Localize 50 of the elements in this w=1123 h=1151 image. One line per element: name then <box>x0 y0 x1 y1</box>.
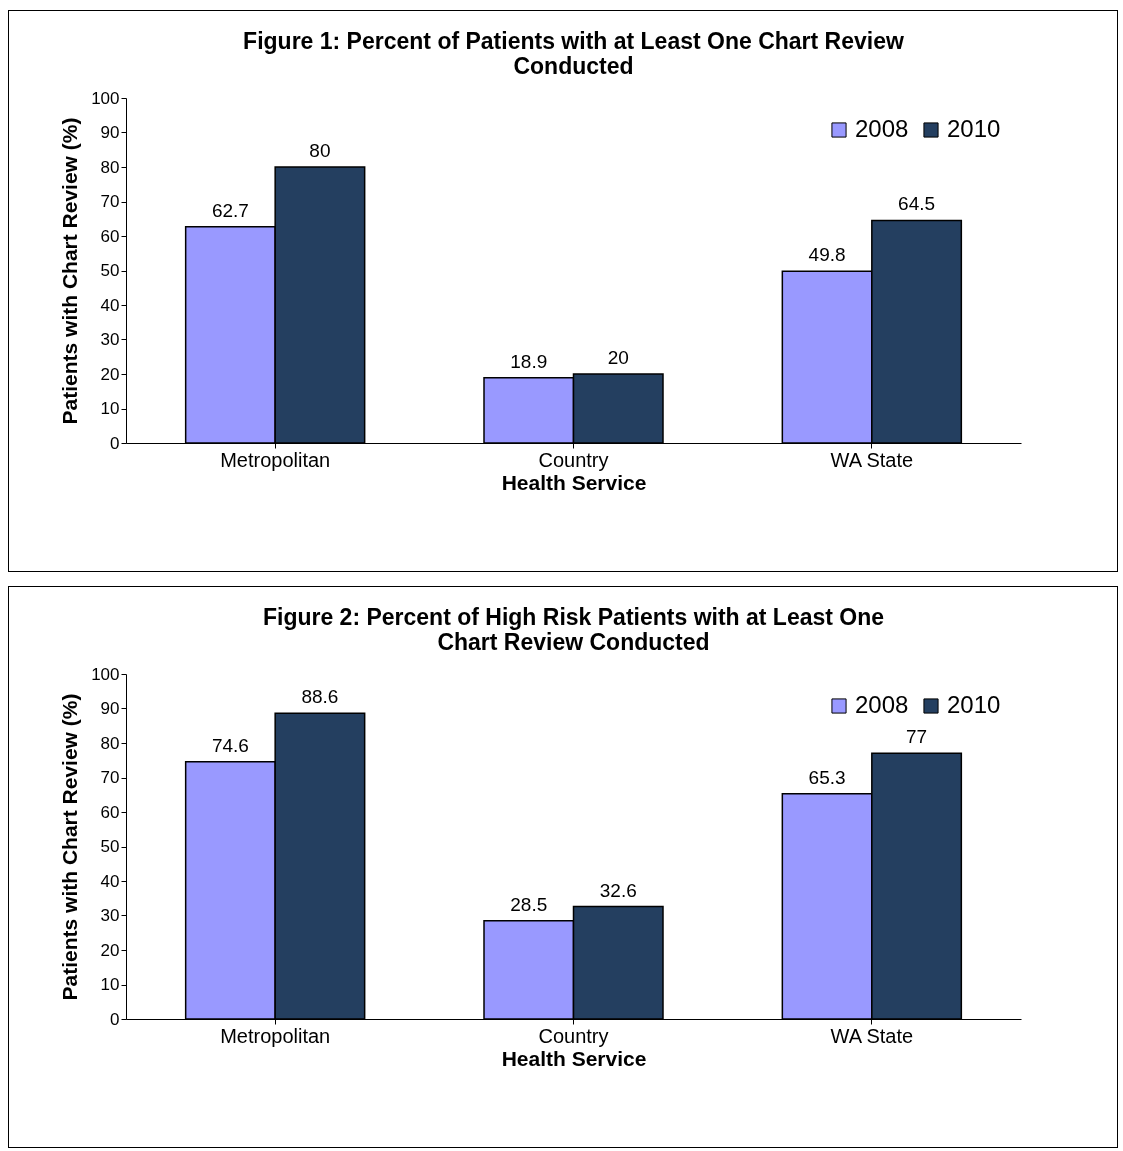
y-axis-title: Patients with Chart Review (%) <box>58 117 82 425</box>
y-tick-label: 50 <box>100 261 120 280</box>
x-tick-label: Metropolitan <box>220 448 331 471</box>
y-tick-label: 30 <box>100 906 120 925</box>
data-label: 80 <box>309 140 331 161</box>
data-label: 88.6 <box>301 686 339 708</box>
y-tick-label: 60 <box>100 226 120 246</box>
x-axis-title: Health Service <box>501 1046 647 1070</box>
data-label: 62.7 <box>211 199 249 221</box>
x-axis-title: Health Service <box>501 470 647 494</box>
y-tick-label: 80 <box>100 733 120 753</box>
y-tick-label: 80 <box>100 157 120 177</box>
legend-label: 2008 <box>855 115 909 142</box>
y-tick-label: 0 <box>110 433 120 453</box>
data-label: 77 <box>906 726 928 748</box>
chart-title: Figure 1: Percent of Patients with at Least One Chart Review Conducted <box>243 28 904 79</box>
x-tick-label: Country <box>538 1024 609 1047</box>
y-tick-label: 30 <box>100 330 120 349</box>
x-tick-label: WA State <box>830 448 914 471</box>
data-label: 18.9 <box>510 350 548 372</box>
y-tick-label: 90 <box>100 123 120 142</box>
legend-label: 2010 <box>947 691 1001 718</box>
y-tick-label: 60 <box>100 802 120 822</box>
data-label: 64.5 <box>898 193 936 215</box>
data-label: 49.8 <box>808 244 846 266</box>
x-tick-label: Metropolitan <box>220 1024 331 1047</box>
data-label: 65.3 <box>808 766 846 788</box>
x-tick-label: WA State <box>830 1024 914 1047</box>
legend-label: 2010 <box>947 115 1001 142</box>
chart-title: Figure 2: Percent of High Risk Patients with at Least One Chart Review Conducted <box>262 604 885 655</box>
y-tick-label: 40 <box>100 295 120 315</box>
y-tick-label: 100 <box>91 88 120 108</box>
y-tick-label: 0 <box>110 1009 120 1029</box>
data-label: 28.5 <box>510 893 548 915</box>
data-label: 32.6 <box>599 879 637 901</box>
y-axis-title: Patients with Chart Review (%) <box>58 693 82 1001</box>
y-tick-label: 70 <box>100 768 120 787</box>
y-tick-label: 10 <box>100 399 120 418</box>
data-label: 20 <box>607 347 629 368</box>
y-tick-label: 20 <box>100 940 120 960</box>
y-tick-label: 100 <box>91 664 120 684</box>
y-tick-label: 20 <box>100 364 120 384</box>
y-tick-label: 90 <box>100 699 120 718</box>
y-tick-label: 40 <box>100 871 120 891</box>
legend-label: 2008 <box>855 691 909 718</box>
y-tick-label: 70 <box>100 192 120 211</box>
y-tick-label: 10 <box>100 975 120 994</box>
data-label: 74.6 <box>211 734 249 756</box>
x-tick-label: Country <box>538 448 609 471</box>
y-tick-label: 50 <box>100 837 120 856</box>
